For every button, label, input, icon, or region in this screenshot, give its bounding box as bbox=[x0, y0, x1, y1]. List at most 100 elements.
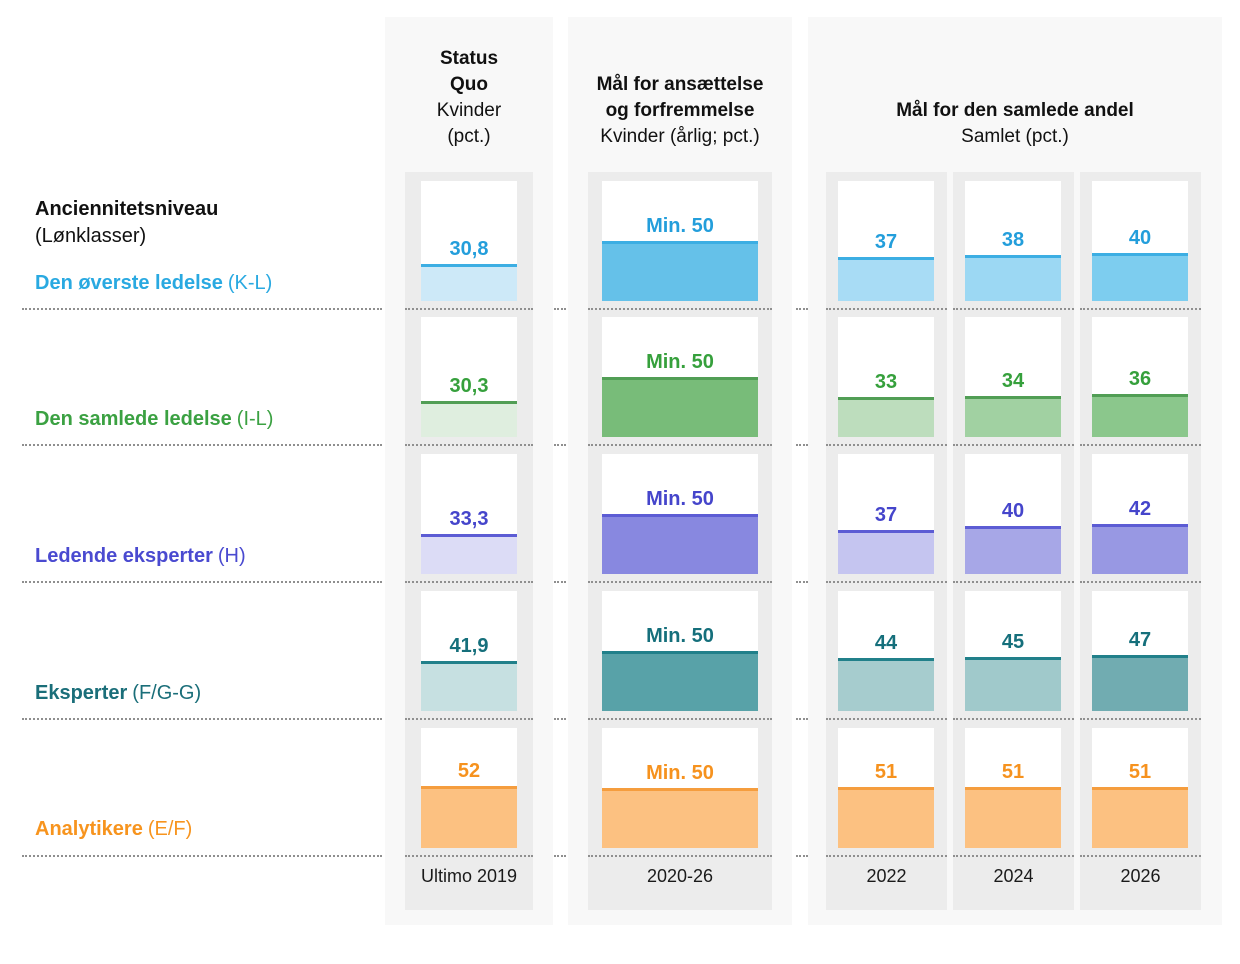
row-separator-dots bbox=[588, 855, 772, 857]
bar-value-label: Min. 50 bbox=[646, 625, 714, 647]
group-header-hiring-promotion: Mål for ansættelse og forfremmelse Kvind… bbox=[568, 72, 792, 150]
row-separator-dots bbox=[953, 444, 1074, 446]
bar-value-label: 44 bbox=[874, 632, 898, 655]
column-axis-label: 2022 bbox=[866, 866, 907, 886]
group-header-overall-share: Mål for den samlede andel Samlet (pct.) bbox=[808, 98, 1222, 150]
row-label-text: Eksperter bbox=[35, 682, 128, 704]
bar bbox=[1092, 523, 1188, 574]
group-subtitle-line: (pct.) bbox=[447, 126, 491, 147]
row-label-analytikere: Analytikere (E/F) bbox=[35, 818, 192, 841]
row-separator-dots bbox=[554, 308, 566, 310]
bar-cell: 47 bbox=[1092, 591, 1188, 711]
bar-cell: 30,3 bbox=[421, 317, 517, 437]
bar-cell: 33,3 bbox=[421, 454, 517, 574]
row-separator-dots bbox=[796, 718, 808, 720]
bar-value-label: 45 bbox=[1001, 631, 1025, 653]
row-separator-dots bbox=[796, 444, 808, 446]
bar-cell: 42 bbox=[1092, 454, 1188, 574]
group-title-line: Status bbox=[439, 48, 499, 69]
bar-cell: 51 bbox=[965, 728, 1061, 848]
bar-cell: 34 bbox=[965, 317, 1061, 437]
column-axis-label: 2026 bbox=[1120, 866, 1161, 886]
row-axis-title-sub: (Lønklasser) bbox=[35, 225, 147, 247]
bar-cell: 37 bbox=[838, 454, 934, 574]
group-title-line: Mål for den samlede andel bbox=[896, 100, 1134, 121]
bar-cell: 51 bbox=[838, 728, 934, 848]
row-separator-dots bbox=[22, 444, 382, 446]
group-title-line: og forfremmelse bbox=[605, 100, 755, 121]
bar-value-label: 30,3 bbox=[449, 374, 489, 397]
row-separator-dots bbox=[796, 581, 808, 583]
row-label-den-oeverste-ledelse: Den øverste ledelse (K-L) bbox=[35, 272, 272, 295]
row-separator-dots bbox=[953, 855, 1074, 857]
group-subtitle-line: Kvinder bbox=[436, 100, 502, 121]
group-title-line: Quo bbox=[450, 74, 488, 95]
row-separator-dots bbox=[1080, 718, 1201, 720]
row-separator-dots bbox=[826, 855, 947, 857]
bar-value-label: 37 bbox=[874, 503, 898, 526]
row-separator-dots bbox=[953, 718, 1074, 720]
bar-value-label: 36 bbox=[1128, 367, 1152, 390]
bar-cell: 38 bbox=[965, 181, 1061, 301]
row-label-suffix: (F/G-G) bbox=[132, 682, 202, 704]
row-separator-dots bbox=[405, 718, 533, 720]
row-label-den-samlede-ledelse: Den samlede ledelse (I-L) bbox=[35, 408, 273, 431]
bar bbox=[602, 651, 758, 711]
bar-value-label: 51 bbox=[1128, 760, 1152, 783]
bar bbox=[838, 786, 934, 848]
row-separator-dots bbox=[554, 718, 566, 720]
bar bbox=[838, 529, 934, 574]
row-label-suffix: (H) bbox=[217, 545, 246, 567]
row-separator-dots bbox=[22, 718, 382, 720]
bar-value-label: 52 bbox=[457, 759, 481, 782]
bar-value-label: 42 bbox=[1128, 497, 1152, 520]
bar-value-label: 41,9 bbox=[449, 634, 489, 657]
bar bbox=[421, 785, 517, 848]
column-axis-label: 2020-26 bbox=[646, 866, 714, 886]
bar-cell: 44 bbox=[838, 591, 934, 711]
row-separator-dots bbox=[1080, 444, 1201, 446]
row-separator-dots bbox=[953, 581, 1074, 583]
row-label-suffix: (K-L) bbox=[227, 272, 273, 294]
bar bbox=[1092, 393, 1188, 437]
row-label-text: Den samlede ledelse bbox=[35, 408, 232, 430]
bar-value-label: 38 bbox=[1001, 229, 1025, 252]
row-separator-dots bbox=[826, 581, 947, 583]
row-separator-dots bbox=[405, 444, 533, 446]
bar-cell: 36 bbox=[1092, 317, 1188, 437]
bar bbox=[838, 397, 934, 437]
row-label-text: Den øverste ledelse bbox=[35, 272, 223, 294]
bar-cell: 30,8 bbox=[421, 181, 517, 301]
bar-cell: 45 bbox=[965, 591, 1061, 711]
row-label-text: Ledende eksperter bbox=[35, 545, 213, 567]
row-separator-dots bbox=[1080, 581, 1201, 583]
row-separator-dots bbox=[826, 444, 947, 446]
row-label-suffix: (I-L) bbox=[236, 408, 274, 430]
bar-cell: 33 bbox=[838, 317, 934, 437]
row-axis-title-main: Anciennitetsniveau bbox=[35, 198, 219, 220]
row-separator-dots bbox=[22, 855, 382, 857]
column-axis-label: 2024 bbox=[993, 866, 1034, 886]
column-axis-label: Ultimo 2019 bbox=[420, 866, 518, 886]
bar-cell: 40 bbox=[1092, 181, 1188, 301]
row-separator-dots bbox=[953, 308, 1074, 310]
bar-value-label: 34 bbox=[1001, 370, 1025, 393]
row-separator-dots bbox=[826, 718, 947, 720]
row-separator-dots bbox=[405, 308, 533, 310]
row-separator-dots bbox=[554, 855, 566, 857]
row-label-eksperter: Eksperter (F/G-G) bbox=[35, 682, 201, 705]
bar bbox=[965, 396, 1061, 437]
row-separator-dots bbox=[588, 581, 772, 583]
row-separator-dots bbox=[588, 444, 772, 446]
bar bbox=[602, 514, 758, 574]
bar bbox=[421, 534, 517, 574]
row-label-ledende-eksperter: Ledende eksperter (H) bbox=[35, 545, 246, 568]
bar-value-label: 37 bbox=[874, 230, 898, 253]
group-header-status-quo: Status Quo Kvinder (pct.) bbox=[385, 46, 553, 150]
group-subtitle-line: Samlet (pct.) bbox=[961, 126, 1069, 147]
bar-value-label: Min. 50 bbox=[646, 351, 714, 373]
bar bbox=[838, 256, 934, 301]
bar bbox=[965, 786, 1061, 848]
bar-value-label: 40 bbox=[1001, 500, 1025, 522]
